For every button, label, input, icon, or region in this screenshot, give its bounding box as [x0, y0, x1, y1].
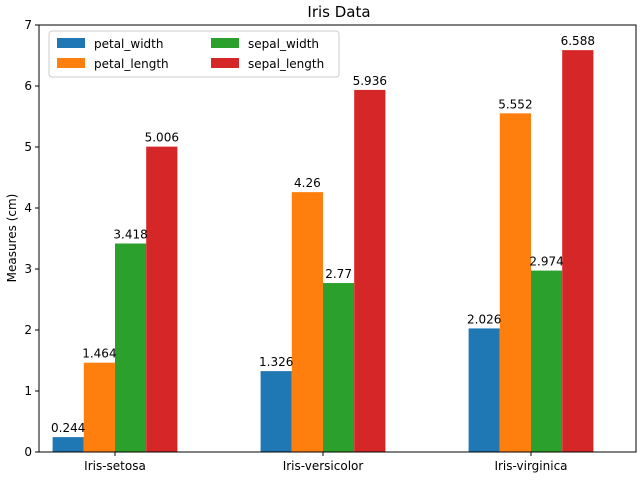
y-tick-label: 4	[24, 201, 32, 215]
data-labels-group: 0.244 1.326 2.026 1.464 4.26 5.552 3.418 2.77 2.…	[51, 34, 595, 435]
legend: petal_width petal_length sepal_width sepal_…	[48, 30, 340, 78]
bar-sepal_width-1	[323, 283, 355, 452]
data-label-sepal_width-1: 2.77	[325, 267, 352, 281]
bar-sepal_length-2	[562, 50, 594, 453]
x-tick-label: Iris-virginica	[494, 459, 567, 473]
legend-label-petal_width: petal_width	[94, 37, 163, 51]
bar-petal_width-1	[260, 371, 292, 452]
x-tick-label: Iris-setosa	[84, 459, 146, 473]
data-label-sepal_length-0: 5.006	[145, 131, 179, 145]
legend-swatch-petal_length	[57, 58, 85, 68]
data-label-sepal_width-0: 3.418	[113, 228, 147, 242]
y-axis-label: Measures (cm)	[5, 194, 19, 283]
chart-title: Iris Data	[307, 3, 370, 21]
data-label-petal_width-1: 1.326	[259, 355, 293, 369]
bar-sepal_width-0	[115, 243, 147, 452]
y-tick-label: 2	[24, 323, 32, 337]
y-tick-label: 1	[24, 384, 32, 398]
x-tick-label: Iris-versicolor	[283, 459, 364, 473]
data-label-petal_width-0: 0.244	[51, 421, 85, 435]
x-axis: Iris-setosa Iris-versicolor Iris-virginica	[84, 452, 568, 473]
legend-swatch-sepal_length	[211, 58, 239, 68]
data-label-sepal_length-1: 5.936	[353, 74, 387, 88]
data-label-petal_length-0: 1.464	[82, 347, 116, 361]
bar-sepal_width-2	[531, 270, 563, 452]
bar-petal_length-2	[499, 113, 531, 452]
legend-label-sepal_length: sepal_length	[248, 57, 324, 71]
bar-petal_width-2	[468, 328, 500, 452]
y-tick-label: 0	[24, 445, 32, 459]
y-tick-label: 3	[24, 262, 32, 276]
data-label-petal_width-2: 2.026	[467, 312, 501, 326]
legend-label-sepal_width: sepal_width	[248, 37, 319, 51]
data-label-sepal_width-2: 2.974	[529, 255, 563, 269]
plot-frame	[38, 24, 637, 453]
data-label-petal_length-1: 4.26	[294, 176, 321, 190]
bar-petal_length-1	[291, 192, 323, 452]
y-tick-label: 5	[24, 140, 32, 154]
legend-label-petal_length: petal_length	[94, 57, 169, 71]
legend-box	[48, 30, 340, 78]
bar-petal_length-0	[83, 362, 115, 452]
data-label-sepal_length-2: 6.588	[561, 34, 595, 48]
bars-group	[52, 50, 594, 453]
data-label-petal_length-2: 5.552	[498, 97, 532, 111]
bar-sepal_length-0	[146, 146, 178, 452]
y-axis: 0 1 2 3 4 5 6 7	[24, 18, 39, 459]
legend-swatch-petal_width	[57, 38, 85, 48]
y-tick-label: 6	[24, 79, 32, 93]
bar-sepal_length-1	[354, 89, 386, 453]
y-tick-label: 7	[24, 18, 32, 32]
legend-swatch-sepal_width	[211, 38, 239, 48]
bar-petal_width-0	[52, 437, 84, 452]
